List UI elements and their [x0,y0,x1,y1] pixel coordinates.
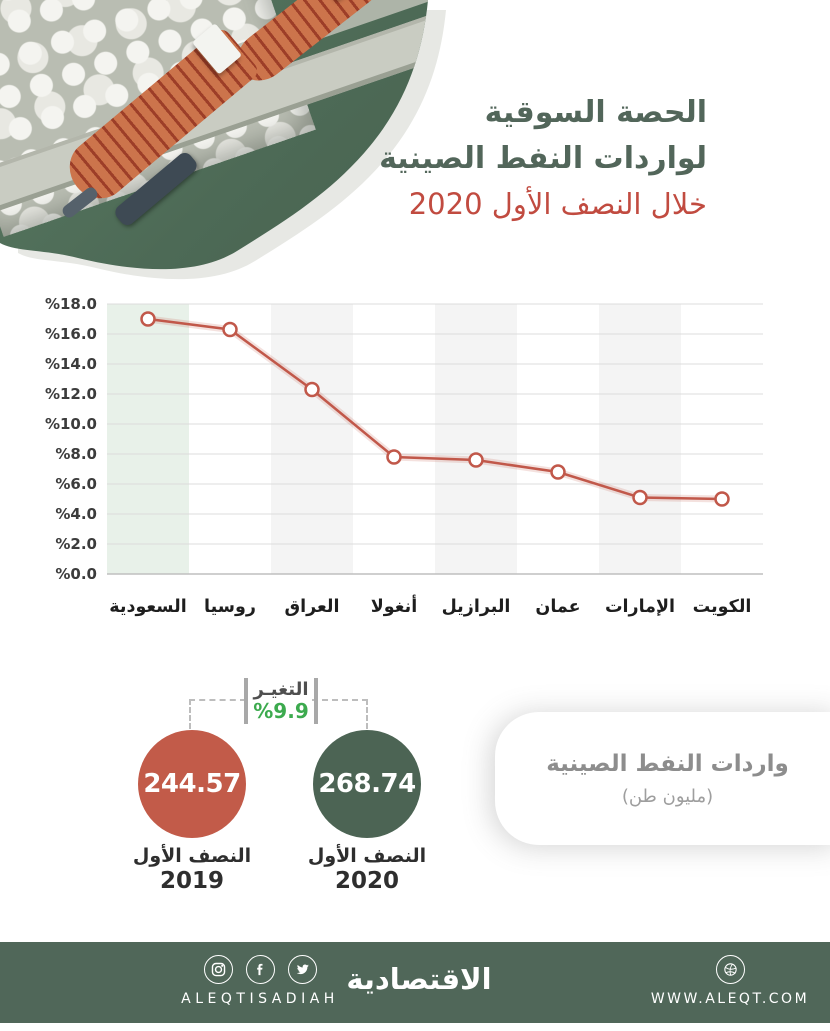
svg-text:%14.0: %14.0 [45,355,97,373]
footer-bar: ALEQTISADIAH الاقتصادية WWW.ALEQT.COM [0,942,830,1023]
h1-2020-caption: النصف الأول 2020 [307,845,427,894]
svg-text:العراق: العراق [285,597,340,617]
imports-info-card: واردات النفط الصينية (مليون طن) [495,712,830,845]
title-line-1: الحصة السوقية [484,95,707,130]
market-share-chart: %0.0 %2.0 %4.0 %6.0 %8.0 %10.0 %12.0 %14.0 %16.0… [0,280,830,640]
connector-left-vertical [189,699,191,729]
footer-social-block: ALEQTISADIAH [145,955,375,1007]
svg-text:البرازيل: البرازيل [442,597,511,617]
title-line-3: خلال النصف الأول 2020 [408,187,707,221]
svg-text:السعودية: السعودية [109,597,186,617]
page-title: الحصة السوقية لواردات النفط الصينية خلال… [379,90,707,226]
chart-canvas: %0.0 %2.0 %4.0 %6.0 %8.0 %10.0 %12.0 %14.0 %16.0… [45,295,763,617]
svg-text:%18.0: %18.0 [45,295,97,313]
title-line-2: لواردات النفط الصينية [379,141,707,176]
footer-website-block: WWW.ALEQT.COM [645,955,815,1007]
h1-2020-value: 268.74 [318,769,416,799]
change-value: %9.9 [253,699,309,723]
ball-icon[interactable] [715,955,745,984]
svg-text:%4.0: %4.0 [55,505,97,523]
footer-handle: ALEQTISADIAH [181,991,339,1007]
svg-text:%12.0: %12.0 [45,385,97,403]
connector-right-vertical [366,699,368,729]
instagram-icon[interactable] [203,955,233,984]
svg-text:الإمارات: الإمارات [605,597,675,617]
h1-2019-circle: 244.57 [138,730,246,838]
svg-text:عمان: عمان [535,597,580,617]
h1-2020-circle: 268.74 [313,730,421,838]
change-label: التغيـر [253,679,309,700]
svg-text:%0.0: %0.0 [55,565,97,583]
facebook-icon[interactable] [245,955,275,984]
change-badge: التغيـر %9.9 [244,678,318,724]
svg-text:%6.0: %6.0 [55,475,97,493]
h1-2019-caption: النصف الأول 2019 [132,845,252,894]
info-card-subtitle: (مليون طن) [621,785,714,807]
svg-text:روسيا: روسيا [204,597,256,617]
footer-website[interactable]: WWW.ALEQT.COM [650,991,810,1007]
brand-logo: الاقتصادية [346,962,492,996]
info-card-title: واردات النفط الصينية [546,750,789,777]
connector-right-horizontal [312,699,368,701]
svg-text:الكويت: الكويت [693,597,752,617]
svg-text:أنغولا: أنغولا [371,595,417,617]
twitter-icon[interactable] [287,955,317,984]
h1-2019-value: 244.57 [143,769,241,799]
svg-text:%10.0: %10.0 [45,415,97,433]
svg-text:%16.0: %16.0 [45,325,97,343]
svg-text:%2.0: %2.0 [55,535,97,553]
connector-left-horizontal [189,699,246,701]
svg-text:%8.0: %8.0 [55,445,97,463]
